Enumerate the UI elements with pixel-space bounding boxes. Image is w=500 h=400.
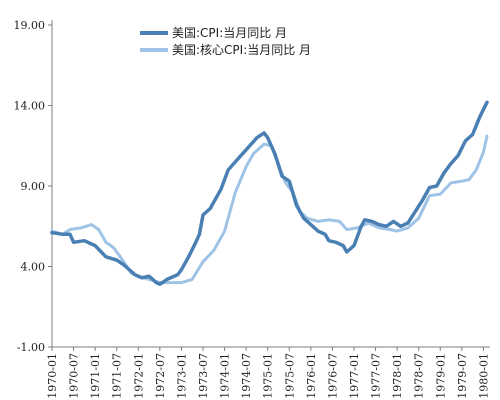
legend-entry-core-cpi: 美国:核心CPI:当月同比 月 (140, 43, 311, 57)
x-tick-label: 1980-01 (477, 353, 490, 399)
x-tick-label: 1972-07 (154, 353, 167, 399)
x-tick-label: 1971-07 (111, 353, 124, 399)
x-tick-label: 1971-01 (89, 353, 102, 399)
axes (51, 20, 490, 348)
legend-label-cpi: 美国:CPI:当月同比 月 (172, 26, 287, 40)
x-tick-label: 1979-07 (456, 353, 469, 399)
x-tick-label: 1974-01 (219, 353, 232, 399)
x-tick-label: 1977-01 (348, 353, 361, 399)
x-tick-label: 1973-01 (175, 353, 188, 399)
x-tick-label: 1976-01 (305, 353, 318, 399)
x-tick-label: 1975-07 (283, 353, 296, 399)
x-axis-ticks: 1970-01 1970-07 1971-01 1971-07 1972-01 1972-… (46, 347, 490, 399)
y-tick-label: 14.00 (14, 100, 46, 113)
x-tick-label: 1978-07 (413, 353, 426, 399)
x-tick-label: 1972-01 (132, 353, 145, 399)
x-tick-label: 1974-07 (240, 353, 253, 399)
y-axis-ticks: 19.00 14.00 9.00 4.00 -1.00 (14, 19, 52, 354)
x-tick-label: 1975-01 (262, 353, 275, 399)
y-tick-label: 4.00 (21, 261, 46, 274)
x-tick-label: 1979-01 (434, 353, 447, 399)
y-tick-label: 9.00 (21, 180, 46, 193)
series-lines (50, 100, 489, 286)
x-tick-label: 1970-01 (46, 353, 59, 399)
y-tick-label: 19.00 (14, 19, 46, 32)
x-tick-label: 1976-07 (326, 353, 339, 399)
x-tick-label: 1973-07 (197, 353, 210, 399)
x-tick-label: 1970-07 (68, 353, 81, 399)
series-line-cpi (50, 100, 489, 286)
y-tick-label: -1.00 (17, 341, 45, 354)
legend-entry-cpi: 美国:CPI:当月同比 月 (140, 26, 287, 40)
legend-label-core-cpi: 美国:核心CPI:当月同比 月 (172, 43, 311, 57)
legend: 美国:CPI:当月同比 月 美国:核心CPI:当月同比 月 (140, 26, 311, 57)
x-tick-label: 1978-01 (391, 353, 404, 399)
x-tick-label: 1977-07 (370, 353, 383, 399)
